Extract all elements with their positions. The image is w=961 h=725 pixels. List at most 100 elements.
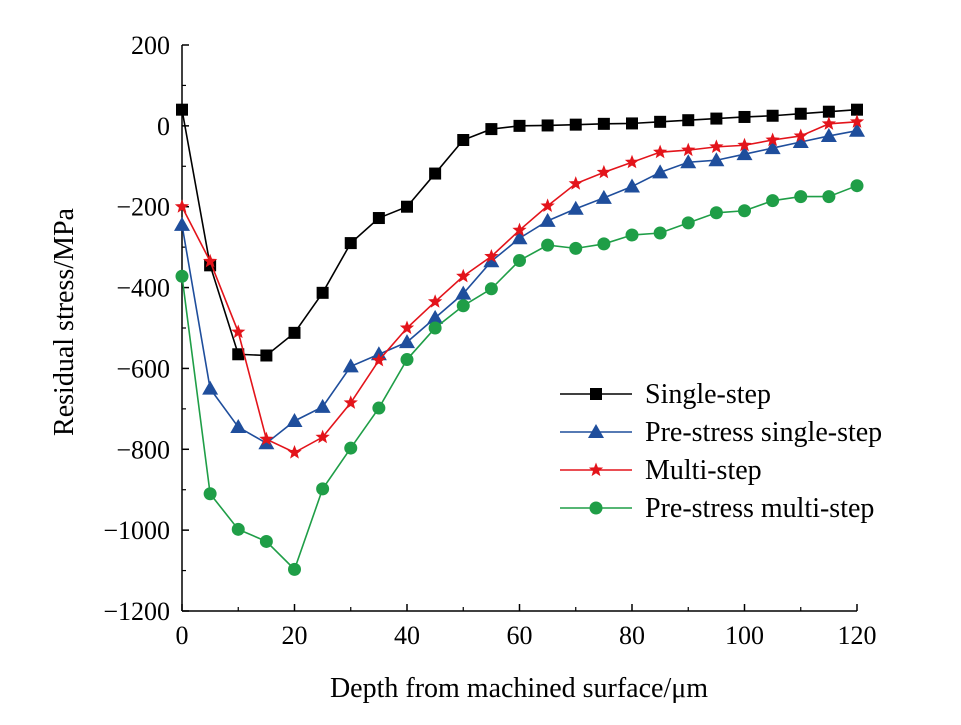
data-point-multi-step (681, 142, 696, 157)
series-single-step (176, 103, 863, 362)
data-point-multi-step (765, 132, 780, 147)
data-point-single-step (372, 212, 385, 225)
legend-marker (588, 424, 604, 438)
data-point-single-step (457, 134, 470, 147)
legend-label: Pre-stress multi-step (645, 493, 874, 524)
x-axis-title: Depth from machined surface/μm (330, 673, 708, 704)
data-point-pre-stress-single-step (764, 140, 781, 155)
data-point-multi-step (202, 253, 218, 268)
legend-marker (590, 388, 602, 400)
y-tick-label: 0 (157, 112, 170, 141)
data-point-pre-stress-single-step (202, 380, 219, 395)
series-multi-step (174, 114, 865, 459)
data-point-single-step (260, 349, 273, 362)
x-tick-label: 80 (619, 621, 645, 650)
data-point-pre-stress-multi-step (372, 401, 386, 415)
data-point-multi-step (399, 320, 415, 335)
data-point-pre-stress-multi-step (541, 238, 555, 252)
data-point-multi-step (709, 139, 724, 153)
data-point-single-step (541, 119, 554, 132)
data-point-pre-stress-single-step (680, 154, 697, 169)
legend: Single-step Pre-stress single-step Multi-s… (560, 379, 882, 524)
data-point-single-step (682, 114, 695, 127)
data-point-pre-stress-single-step (539, 212, 556, 227)
legend-marker (588, 462, 604, 477)
data-point-single-step (316, 286, 329, 299)
data-point-pre-stress-multi-step (484, 282, 498, 296)
data-point-pre-stress-single-step (849, 122, 865, 137)
x-axis-ticks: 0 20 40 60 80 100 120 (176, 604, 877, 650)
data-point-single-step (569, 118, 582, 131)
data-point-multi-step (174, 199, 190, 213)
data-point-multi-step (568, 176, 583, 190)
data-point-pre-stress-multi-step (288, 562, 301, 576)
data-point-pre-stress-single-step (708, 152, 725, 167)
data-point-pre-stress-single-step (342, 358, 359, 373)
data-point-pre-stress-single-step (399, 334, 415, 349)
data-point-pre-stress-multi-step (625, 228, 639, 242)
data-point-pre-stress-multi-step (822, 190, 836, 204)
data-point-single-step (176, 103, 188, 116)
data-point-multi-step (512, 222, 527, 237)
data-point-single-step (766, 109, 779, 122)
data-point-pre-stress-single-step (427, 309, 444, 324)
data-point-multi-step (456, 268, 471, 283)
y-axis-ticks: 200 0 −200 −400 −600 −800 −1000 −1200 (103, 31, 189, 626)
data-point-pre-stress-multi-step (653, 226, 667, 240)
data-point-multi-step (737, 137, 752, 152)
data-point-pre-stress-single-step (567, 200, 584, 215)
data-point-pre-stress-single-step (286, 412, 303, 427)
data-point-single-step (710, 112, 723, 125)
data-point-multi-step (343, 395, 358, 409)
y-tick-label: 200 (131, 31, 170, 60)
legend-item-pre-stress-multi-step: Pre-stress multi-step (560, 493, 874, 524)
data-point-single-step (485, 123, 498, 136)
data-point-multi-step (849, 114, 865, 128)
data-point-pre-stress-multi-step (231, 522, 245, 536)
legend-item-single-step: Single-step (560, 379, 771, 410)
series-pre-stress-multi-step (175, 179, 864, 576)
x-tick-label: 120 (838, 621, 877, 650)
data-point-pre-stress-multi-step (513, 253, 526, 267)
data-point-single-step (738, 110, 751, 123)
data-point-pre-stress-single-step (820, 127, 837, 142)
data-point-single-step (344, 237, 357, 250)
data-point-pre-stress-single-step (230, 419, 247, 434)
x-tick-label: 20 (282, 621, 308, 650)
data-point-multi-step (427, 294, 443, 308)
data-point-pre-stress-single-step (174, 216, 190, 231)
series-layer (174, 103, 865, 576)
legend-marker (589, 501, 603, 515)
data-point-pre-stress-multi-step (175, 269, 189, 283)
data-point-pre-stress-multi-step (428, 321, 442, 335)
data-point-single-step (822, 105, 835, 118)
data-point-multi-step (315, 429, 330, 444)
data-point-multi-step (793, 128, 808, 143)
x-tick-label: 40 (394, 621, 420, 650)
y-tick-label: −800 (116, 435, 170, 464)
data-point-pre-stress-multi-step (738, 204, 751, 218)
data-point-multi-step (287, 445, 302, 459)
data-point-single-step (597, 117, 610, 130)
x-tick-label: 0 (176, 621, 189, 650)
data-point-pre-stress-single-step (314, 398, 331, 413)
x-tick-label: 60 (507, 621, 533, 650)
data-point-pre-stress-single-step (511, 230, 528, 245)
data-point-pre-stress-multi-step (794, 190, 808, 204)
data-point-pre-stress-single-step (595, 189, 612, 204)
data-point-single-step (794, 107, 807, 120)
legend-label: Pre-stress single-step (645, 417, 882, 448)
data-point-multi-step (540, 198, 555, 212)
data-point-pre-stress-single-step (624, 178, 640, 193)
data-point-pre-stress-multi-step (203, 487, 217, 501)
data-point-pre-stress-multi-step (766, 194, 780, 208)
data-point-pre-stress-multi-step (569, 241, 583, 255)
data-point-pre-stress-multi-step (316, 482, 330, 496)
data-point-single-step (401, 200, 413, 213)
data-point-multi-step (821, 116, 837, 130)
data-point-multi-step (596, 164, 612, 179)
data-point-pre-stress-single-step (455, 285, 472, 300)
y-tick-label: −200 (116, 193, 170, 222)
data-point-pre-stress-single-step (483, 253, 500, 268)
y-tick-label: −1000 (103, 516, 170, 545)
